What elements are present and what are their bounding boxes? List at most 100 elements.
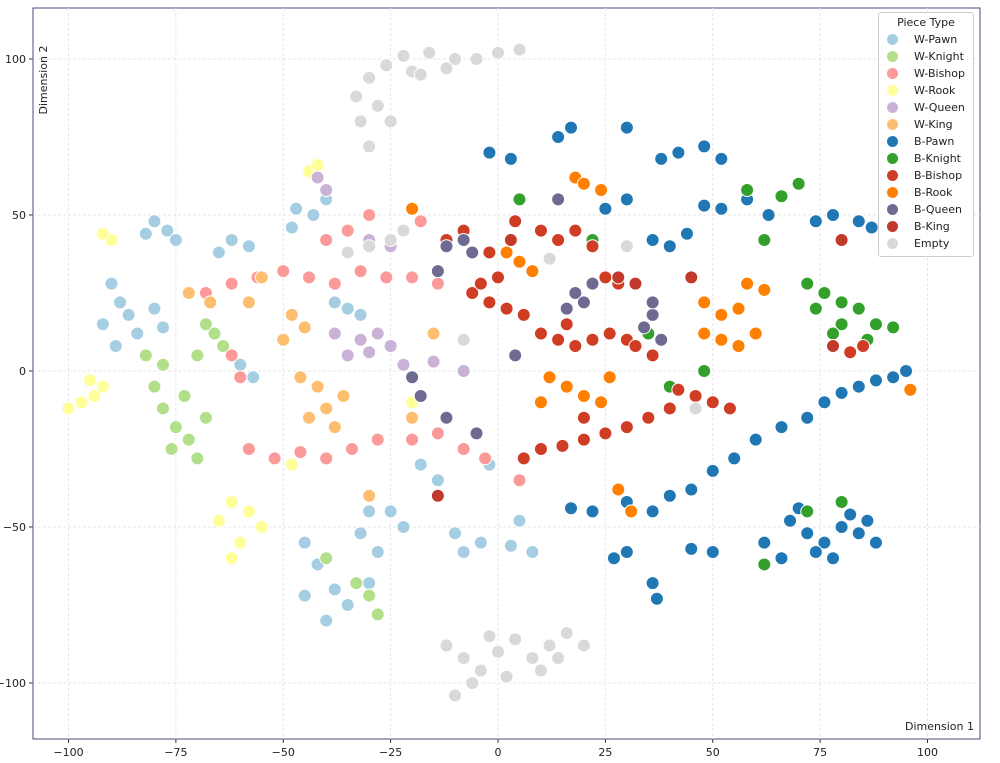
point-w-pawn (327, 295, 342, 310)
series-w-knight (138, 317, 385, 622)
legend-title: Piece Type (897, 16, 955, 29)
point-w-pawn (396, 520, 411, 534)
series-w-pawn (95, 192, 540, 628)
point-w-pawn (512, 513, 527, 528)
point-w-bishop (353, 264, 368, 279)
point-b-bishop (662, 401, 677, 416)
legend-marker (886, 119, 898, 130)
point-w-pawn (121, 307, 136, 322)
legend-marker (886, 187, 898, 198)
point-b-pawn (774, 420, 789, 435)
point-b-bishop (555, 438, 570, 453)
point-w-pawn (108, 339, 123, 354)
point-b-queen (439, 239, 454, 254)
point-b-bishop (473, 276, 488, 291)
point-b-pawn (843, 507, 858, 522)
point-b-knight (512, 192, 527, 207)
point-b-king (503, 232, 518, 247)
point-b-rook (533, 395, 548, 410)
point-b-rook (405, 201, 420, 216)
point-w-bishop (302, 270, 317, 285)
x-axis-label: Dimension 1 (905, 720, 974, 733)
point-b-bishop (533, 442, 548, 456)
point-w-king (293, 370, 308, 385)
point-empty (456, 651, 471, 666)
point-w-knight (190, 348, 205, 363)
point-b-king (834, 232, 849, 247)
point-b-rook (714, 307, 729, 322)
point-empty (448, 52, 463, 66)
point-w-bishop (379, 270, 394, 285)
x-ticks: −100 −75 −50 −25 0 25 50 75 100 (53, 739, 938, 759)
point-w-rook (284, 457, 299, 472)
legend-marker (886, 85, 898, 96)
point-w-pawn (155, 320, 170, 335)
point-b-bishop (499, 301, 514, 316)
point-b-pawn (800, 526, 815, 541)
legend-item-b-pawn: B-Pawn (886, 133, 965, 150)
point-b-pawn (564, 120, 579, 135)
point-w-pawn (130, 326, 145, 341)
point-b-bishop (688, 388, 703, 403)
point-b-bishop (576, 432, 591, 447)
point-b-queen (585, 276, 600, 291)
point-w-rook (74, 395, 89, 410)
point-w-king (362, 488, 377, 503)
point-b-pawn (619, 192, 634, 207)
point-b-pawn (748, 432, 763, 447)
point-b-bishop (619, 420, 634, 435)
point-b-pawn (697, 198, 712, 213)
point-w-pawn (319, 613, 334, 628)
point-b-rook (757, 282, 772, 297)
point-empty (469, 52, 484, 66)
legend-label: W-Bishop (913, 67, 965, 80)
point-w-pawn (362, 504, 377, 519)
point-w-bishop (319, 232, 334, 247)
point-b-pawn (834, 520, 849, 534)
point-empty (413, 67, 428, 82)
point-b-bishop (533, 223, 548, 238)
point-w-pawn (168, 232, 183, 247)
point-w-bishop (413, 214, 428, 229)
point-w-king (310, 379, 325, 394)
point-w-queen (456, 364, 471, 378)
point-empty (396, 48, 411, 63)
points (61, 42, 918, 703)
point-w-queen (383, 339, 398, 354)
point-b-pawn (679, 226, 694, 241)
point-w-rook (224, 551, 239, 566)
point-b-queen (439, 410, 454, 425)
y-tick-label: −100 (0, 677, 26, 690)
point-w-rook (87, 388, 102, 403)
point-b-knight (868, 317, 883, 332)
legend-label: W-Queen (913, 101, 965, 114)
legend-label: B-Bishop (913, 169, 963, 182)
point-b-rook (731, 301, 746, 316)
point-b-pawn (851, 379, 866, 394)
point-b-pawn (551, 130, 566, 144)
point-w-king (241, 295, 256, 310)
point-b-pawn (714, 151, 729, 166)
y-tick-label: 100 (5, 53, 26, 66)
point-empty (362, 139, 377, 154)
legend-label: B-Pawn (913, 135, 955, 148)
point-b-queen (430, 264, 445, 279)
point-b-rook (903, 382, 918, 397)
legend-marker (886, 204, 898, 215)
legend-item-b-rook: B-Rook (886, 184, 965, 201)
point-b-pawn (645, 576, 660, 591)
point-b-pawn (860, 513, 875, 528)
point-b-king (826, 339, 841, 354)
point-empty (353, 114, 368, 129)
y-axis-label: Dimension 2 (37, 46, 50, 115)
point-empty (688, 401, 703, 416)
point-b-rook (611, 482, 626, 497)
point-b-pawn (886, 370, 901, 385)
point-b-pawn (662, 239, 677, 254)
point-b-bishop (856, 339, 871, 354)
x-tick-label: 75 (813, 746, 827, 759)
point-b-queen (469, 426, 484, 441)
point-b-king (430, 488, 445, 503)
point-b-king (611, 270, 626, 285)
point-empty (542, 638, 557, 653)
